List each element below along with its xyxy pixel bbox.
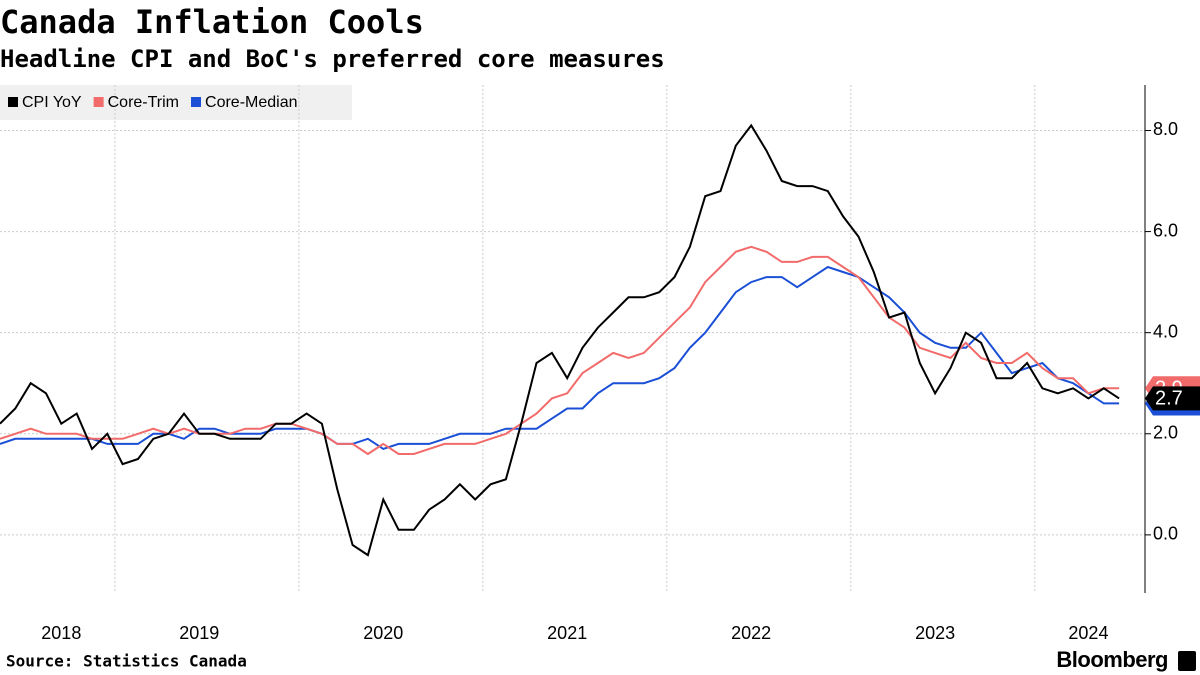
legend-box	[0, 85, 352, 120]
legend-label: Core-Median	[205, 94, 297, 111]
legend-label: CPI YoY	[22, 94, 82, 111]
x-tick-label: 2021	[547, 623, 587, 643]
y-tick-label: 8.0	[1153, 119, 1178, 139]
legend-swatch	[191, 97, 202, 107]
series-line	[0, 123, 1120, 557]
chart-subtitle: Headline CPI and BoC's preferred core me…	[0, 45, 665, 73]
brand-icon	[1178, 651, 1196, 671]
x-tick-label: 2024	[1068, 623, 1108, 643]
end-label: 2.7	[1155, 388, 1183, 410]
x-tick-label: 2018	[41, 623, 81, 643]
x-tick-label: 2023	[915, 623, 955, 643]
x-tick-label: 2022	[731, 623, 771, 643]
y-tick-label: 6.0	[1153, 220, 1178, 240]
legend-swatch	[93, 97, 104, 107]
source: Source: Statistics Canada	[6, 652, 247, 671]
end-tag	[1145, 386, 1200, 411]
series-line	[0, 265, 1120, 450]
x-tick-label: 2020	[363, 623, 403, 643]
y-tick-label: 2.0	[1153, 423, 1178, 443]
x-tick-label: 2019	[179, 623, 219, 643]
series-line	[0, 245, 1120, 456]
brand: Bloomberg	[1056, 647, 1168, 672]
chart-title: Canada Inflation Cools	[0, 3, 424, 41]
y-tick-label: 0.0	[1153, 524, 1178, 544]
y-tick-label: 4.0	[1153, 321, 1178, 341]
legend-label: Core-Trim	[108, 94, 179, 111]
legend-swatch	[8, 97, 18, 107]
